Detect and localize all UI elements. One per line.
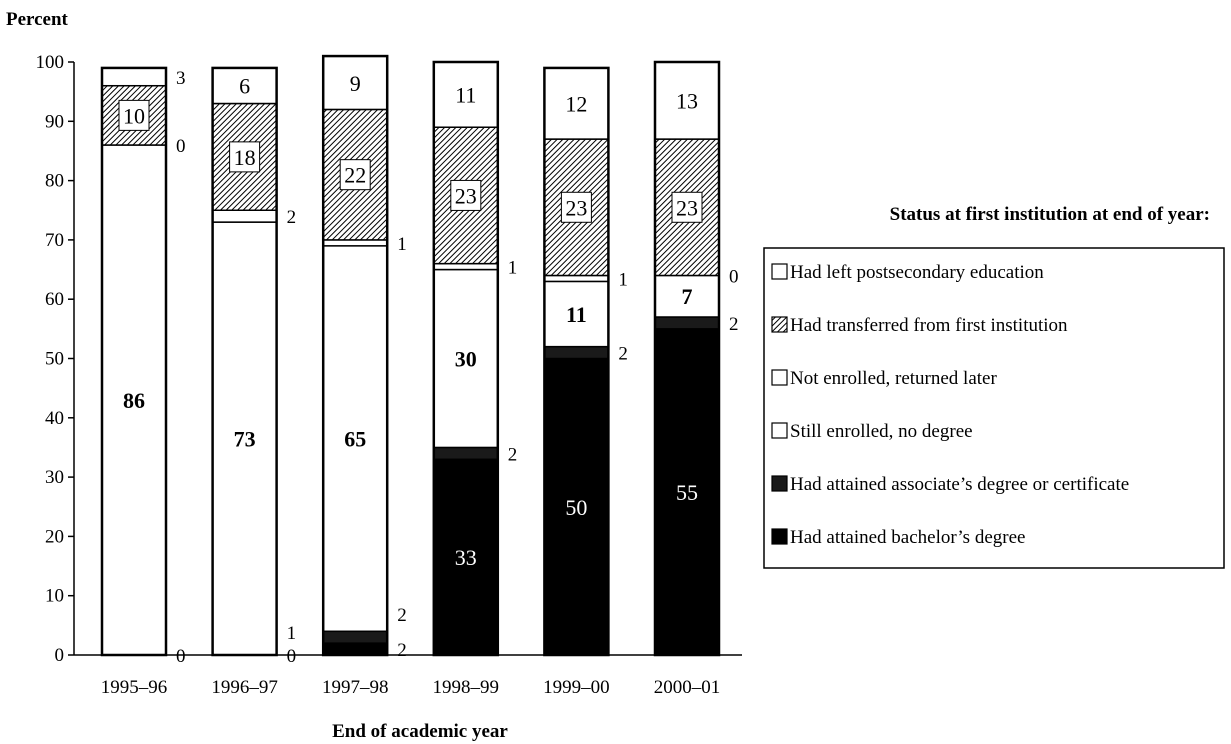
value-label: 18 [234,145,256,170]
value-label: 1 [508,258,518,279]
x-tick-label: 2000–01 [654,677,721,698]
legend-label-transferred: Had transferred from first institution [790,315,1068,336]
legend-title: Status at first institution at end of ye… [890,204,1210,225]
bar-segment-associate [433,446,499,461]
value-label-box [671,191,703,223]
legend-label-left: Had left postsecondary education [790,262,1044,283]
x-axis-title: End of academic year [332,721,508,742]
bar-segment-bachelor [322,642,388,656]
x-axis: 1995–96 1996–97 1997–98 1998–99 1999–00 2000–… [74,654,742,698]
legend-swatch-bachelor [771,528,788,545]
value-label: 73 [234,427,256,452]
bar-segment-left [101,67,167,87]
legend-swatch-transferred [771,316,788,333]
y-tick-label: 50 [45,349,64,370]
y-tick-label: 100 [36,52,65,73]
y-tick-label: 80 [45,171,64,192]
bar-segment-still [322,245,388,633]
legend-swatch-left [771,263,788,280]
value-label: 30 [455,347,477,372]
bar-segment-notenrolled [433,262,499,271]
value-label: 12 [565,92,587,117]
value-label: 6 [239,74,250,99]
value-label: 0 [287,646,297,667]
y-tick-label: 30 [45,467,64,488]
value-label: 3 [176,68,186,89]
bar-segment-associate [543,345,610,360]
y-tick-label: 70 [45,230,64,251]
bar-segment-associate [322,630,388,644]
legend-label-still: Still enrolled, no degree [790,421,973,442]
bar-segment-associate [654,316,720,330]
legend-swatch-still [771,422,788,439]
bar-segment-bachelor [654,328,720,656]
x-tick-label: 1998–99 [433,677,500,698]
legend-label-associate: Had attained associate’s degree or certi… [790,474,1129,495]
value-label: 11 [455,83,476,108]
value-label: 23 [565,195,587,220]
value-label: 1 [618,269,628,290]
y-tick-label: 10 [45,586,64,607]
value-label: 1 [287,623,297,644]
y-axis-title: Percent [6,9,69,30]
value-label: 2 [729,314,739,335]
value-label: 13 [676,89,698,114]
value-label-box [560,191,592,223]
legend-swatch-notenrolled [771,369,788,386]
x-tick-label: 1995–96 [101,677,168,698]
value-label: 23 [676,195,698,220]
value-label: 55 [676,480,698,505]
bar-segment-notenrolled [322,239,388,247]
legend-swatch-associate [771,475,788,492]
legend-label-notenrolled: Not enrolled, returned later [790,368,997,389]
x-tick-label: 1999–00 [543,677,610,698]
value-label: 0 [176,136,186,157]
y-tick-label: 20 [45,526,64,547]
y-axis: 0 10 20 30 40 50 60 70 80 90 100 [36,52,75,666]
legend: Had left postsecondary education Had tran… [763,247,1225,569]
value-label-box [339,159,371,191]
value-label-box [229,141,261,173]
bars [100,54,721,657]
value-label: 22 [344,163,366,188]
legend-label-bachelor: Had attained bachelor’s degree [790,527,1025,548]
y-tick-label: 90 [45,111,64,132]
value-label: 33 [455,545,477,570]
value-label: 86 [123,388,145,413]
y-tick-label: 0 [55,645,65,666]
value-label: 2 [287,207,297,228]
value-label-box [118,99,150,131]
value-label: 2 [508,444,518,465]
value-label: 7 [682,284,693,309]
value-label: 1 [397,234,407,255]
bar-segment-bachelor [543,357,610,656]
x-tick-label: 1997–98 [322,677,389,698]
value-label: 0 [176,646,186,667]
legend-box [763,247,1225,569]
value-label: 9 [350,71,361,96]
value-label: 65 [344,427,366,452]
y-tick-label: 60 [45,289,64,310]
x-tick-label: 1996–97 [211,677,278,698]
value-label: 2 [618,344,628,365]
bar-segment-notenrolled [543,274,610,283]
bar-segment-left [543,67,610,140]
value-label: 11 [566,302,587,327]
value-label: 0 [729,266,739,287]
value-label: 23 [455,183,477,208]
value-label: 10 [123,103,145,128]
bar-segment-notenrolled [211,209,278,223]
y-tick-label: 40 [45,408,64,429]
bar-segment-still [101,144,167,656]
value-label: 50 [565,495,587,520]
value-labels: 0860103017321862265122933230123115021112… [118,68,739,667]
value-label: 2 [397,640,407,661]
value-label-box [450,179,482,211]
bar-segment-left [433,61,499,128]
value-label: 2 [397,605,407,626]
